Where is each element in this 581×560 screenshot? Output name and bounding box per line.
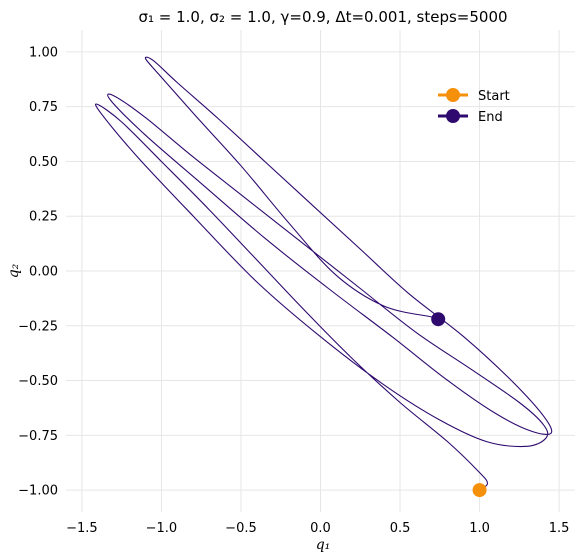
y-tick-label: 0.00 [29,265,58,280]
x-tick-label: −1.5 [66,521,98,536]
legend: Start End [438,88,510,125]
x-tick-labels: −1.5 −1.0 −0.5 0.0 0.5 1.0 1.5 [66,521,569,536]
x-tick-label: 1.0 [469,521,490,536]
x-tick-label: 0.5 [390,521,411,536]
y-gridlines [66,51,575,491]
legend-marker-start [446,88,460,102]
y-tick-label: 1.00 [29,45,58,60]
x-axis-label: q₁ [316,537,331,553]
y-tick-label: 0.75 [29,100,58,115]
x-tick-label: −1.0 [146,521,178,536]
y-tick-label: −1.00 [18,484,58,499]
y-tick-labels: 1.00 0.75 0.50 0.25 0.00 −0.25 −0.50 −0.75 −1.00 [18,45,58,498]
legend-marker-end [446,109,460,123]
legend-label-start: Start [478,89,510,104]
y-tick-label: −0.25 [18,319,58,334]
y-tick-label: −0.50 [18,374,58,389]
chart-title: σ₁ = 1.0, σ₂ = 1.0, γ=0.9, Δt=0.001, ste… [138,8,507,26]
trajectory-line [95,56,553,491]
x-tick-label: 0.0 [310,521,331,536]
end-point [431,312,446,327]
x-tick-label: 1.5 [549,521,570,536]
y-tick-label: 0.50 [29,155,58,170]
legend-label-end: End [478,110,503,125]
y-tick-label: 0.25 [29,210,58,225]
y-tick-label: −0.75 [18,429,58,444]
y-axis-label: q₂ [6,263,22,278]
start-point [472,483,487,498]
x-tick-label: −0.5 [225,521,257,536]
